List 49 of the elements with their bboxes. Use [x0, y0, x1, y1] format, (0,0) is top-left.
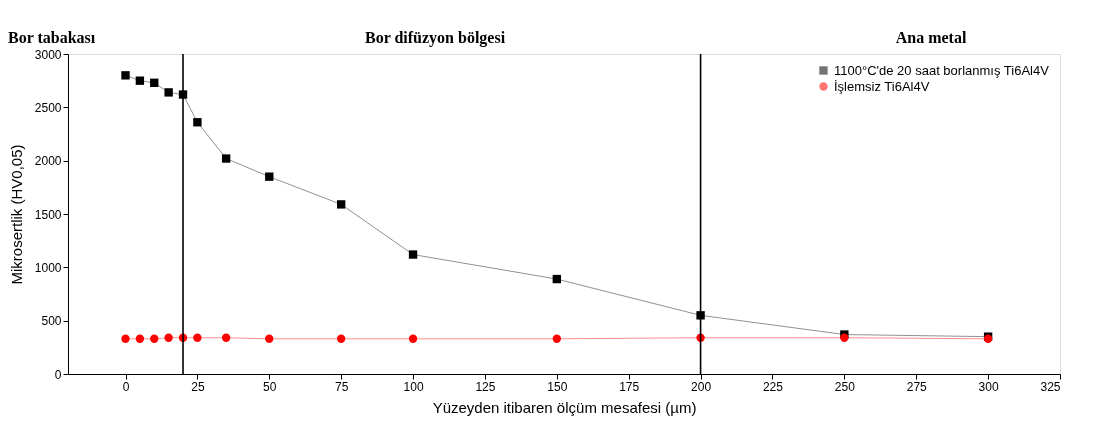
x-tick-label: 50 — [263, 379, 277, 394]
point — [193, 333, 202, 342]
point — [193, 118, 202, 127]
point — [135, 334, 145, 343]
point — [135, 76, 145, 85]
x-tick-label: 325 — [1040, 379, 1061, 394]
text: Bor difüzyon bölgesi — [364, 29, 506, 47]
point — [696, 311, 705, 320]
x-tick-label: 225 — [762, 379, 784, 394]
x-tick-label: 200 — [691, 379, 712, 394]
y-tick-label: 3000 — [34, 47, 62, 62]
point — [121, 334, 130, 343]
y-tick-label: 2500 — [34, 100, 62, 115]
y-tick-label: 1500 — [34, 207, 62, 222]
x-tick-label: 275 — [906, 379, 928, 394]
y-tick-label: 1000 — [34, 260, 62, 275]
point — [408, 250, 418, 259]
y-axis-title: Mikrosertlik (HV0,05) — [7, 144, 25, 285]
point — [408, 334, 418, 343]
x-tick-label: 125 — [475, 379, 496, 394]
x-tick-label: 150 — [547, 379, 568, 394]
x-tick-label: 300 — [978, 379, 999, 394]
point — [164, 333, 173, 342]
text: Bor tabakası — [8, 29, 96, 46]
x-tick-label: 250 — [834, 379, 856, 394]
y-tick-label: 500 — [41, 314, 62, 329]
point — [221, 333, 231, 342]
point — [150, 334, 159, 343]
point — [265, 172, 274, 181]
point — [150, 78, 159, 87]
text: Ana metal — [895, 29, 967, 46]
legend-label: 1100°C'de 20 saat borlanmış Ti6Al4V — [834, 62, 1050, 78]
point — [164, 88, 173, 97]
x-tick-label: 25 — [191, 379, 205, 394]
point — [265, 334, 274, 343]
point — [221, 154, 231, 163]
x-axis-title: Yüzeyden itibaren ölçüm mesafesi (µm) — [432, 398, 697, 416]
point — [552, 274, 561, 284]
y-tick-label: 0 — [54, 367, 62, 382]
x-tick-label: 100 — [403, 379, 424, 394]
legend-label: İşlemsiz Ti6Al4V — [834, 78, 930, 94]
point — [336, 334, 346, 343]
point — [121, 71, 130, 80]
x-tick-label: 0 — [122, 379, 130, 394]
x-tick-label: 175 — [619, 379, 640, 394]
point — [552, 334, 561, 343]
y-tick-label: 2000 — [34, 154, 62, 169]
x-tick-label: 75 — [334, 379, 349, 394]
point — [336, 200, 346, 209]
